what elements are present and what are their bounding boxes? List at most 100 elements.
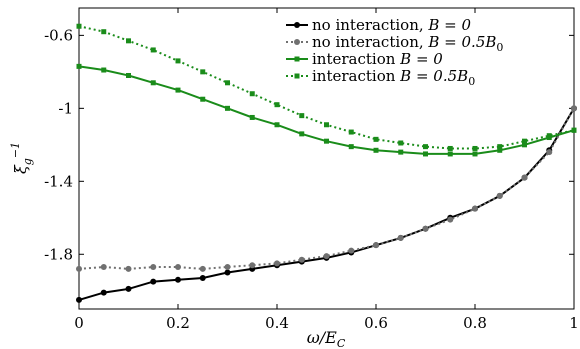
data-point [200,69,206,75]
data-point [150,80,156,86]
legend-swatch-marker [294,56,300,62]
data-point [373,242,379,249]
data-point [373,136,379,142]
data-point [348,129,354,135]
data-point [225,105,230,111]
data-point [422,225,429,232]
data-point [571,105,577,112]
x-tick-label: 0.4 [265,314,289,332]
series-1 [76,105,577,303]
data-point [497,147,503,153]
data-point [175,87,181,93]
series-2 [76,105,577,272]
x-tick-label: 0.6 [364,314,388,332]
legend-entry: no interaction, B = 0.5B0 [286,33,503,54]
data-point [348,247,355,254]
data-point [522,142,527,148]
x-tick-label: 0.8 [463,314,487,332]
data-point [522,138,527,144]
data-point [423,144,428,150]
data-point [299,131,305,137]
series-layer [76,23,577,303]
data-point [101,67,107,73]
data-point [76,265,82,272]
data-point [150,278,157,285]
data-point [497,144,503,150]
y-axis-label: ξg−1 [9,142,34,174]
y-tick-label: -1.8 [44,245,73,263]
data-point [126,72,131,78]
data-point [175,276,181,283]
legend: no interaction, B = 0no interaction, B =… [286,16,503,88]
data-point [397,234,404,241]
data-point [76,296,82,303]
data-point [398,149,404,155]
data-point [496,192,503,199]
series-line [78,107,575,301]
data-point [274,122,280,128]
plot-frame [78,7,575,310]
data-point [546,149,553,156]
data-point [225,80,230,86]
data-point [472,151,478,157]
legend-entry: interaction B = 0.5B0 [286,67,475,88]
data-point [150,47,156,53]
data-point [323,253,330,260]
data-point [423,151,428,157]
data-point [398,140,404,146]
data-point [100,289,107,296]
data-point [101,29,107,35]
data-point [199,265,206,272]
legend-entry: no interaction, B = 0 [286,16,472,34]
data-point [100,264,107,271]
data-point [447,151,453,157]
x-axis-label: ω/EC [307,328,346,349]
data-point [472,145,478,151]
data-point [274,260,280,267]
y-tick-label: -1.4 [44,172,73,190]
data-point [571,127,577,133]
data-point [348,144,354,150]
data-point [546,133,552,139]
data-point [249,114,255,120]
data-point [200,96,206,102]
data-point [199,274,206,281]
x-tick-label: 1 [569,314,579,332]
data-point [126,38,131,44]
data-point [472,205,478,212]
data-point [373,147,379,153]
data-point [125,265,132,272]
legend-entry: interaction B = 0 [286,50,443,68]
ticks: 0 0.2 0.4 0.6 0.8 1 -0.6 -1 -1.4 -1.8 [44,8,579,332]
data-point [447,216,454,223]
y-tick-label: -0.6 [44,26,73,44]
data-point [175,264,181,271]
series-line [78,107,575,270]
series-3 [76,63,577,157]
x-tick-label: 0.2 [166,314,190,332]
data-point [125,285,132,292]
data-point [76,63,82,69]
data-point [150,264,157,271]
legend-label: interaction B = 0.5B0 [312,67,475,88]
data-point [224,264,231,271]
data-point [224,269,231,276]
data-point [175,58,181,64]
data-point [249,91,255,97]
legend-swatch-marker [294,73,300,79]
data-point [324,138,329,144]
legend-label: interaction B = 0 [312,50,443,68]
data-point [299,113,305,119]
legend-label: no interaction, B = 0.5B0 [312,33,503,54]
data-point [521,174,528,181]
legend-label: no interaction, B = 0 [312,16,472,34]
data-point [447,145,453,151]
legend-swatch-marker [294,39,300,45]
x-tick-label: 0 [74,314,84,332]
data-point [324,122,329,128]
legend-swatch-marker [294,22,300,28]
data-point [298,256,305,263]
y-tick-label: -1 [58,99,73,117]
series-4 [76,23,577,151]
